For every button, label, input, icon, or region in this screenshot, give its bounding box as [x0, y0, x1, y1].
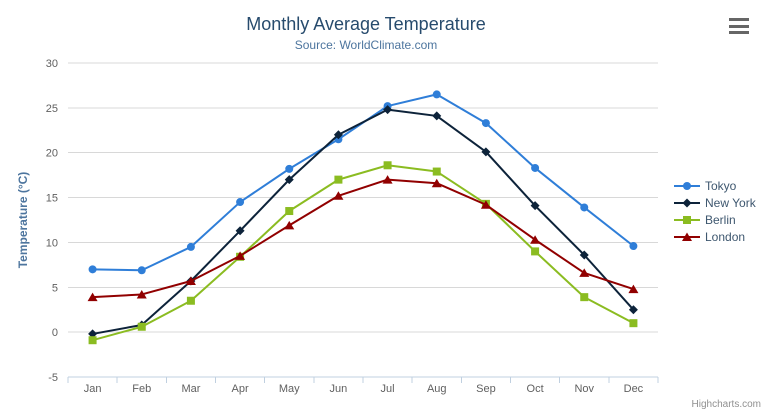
legend-label: Berlin: [705, 213, 736, 227]
series-berlin: [88, 161, 638, 345]
x-axis-label: Dec: [624, 383, 644, 395]
data-point-marker-circle: [531, 163, 540, 172]
data-point-marker-diamond: [432, 111, 442, 121]
data-point-marker-square: [432, 167, 441, 176]
x-axis-label: Feb: [132, 383, 151, 395]
data-point-marker-diamond: [284, 175, 294, 185]
x-axis-label: Sep: [476, 383, 496, 395]
legend-item-berlin[interactable]: Berlin: [674, 213, 736, 227]
x-axis-label: Mar: [181, 383, 200, 395]
y-axis-label: 15: [46, 193, 58, 205]
data-point-marker-triangle: [284, 220, 295, 230]
hamburger-icon: [729, 18, 749, 21]
chart-subtitle: Source: WorldClimate.com: [294, 38, 438, 52]
data-point-marker-triangle: [579, 268, 590, 277]
series-line-london: [91, 178, 635, 299]
legend-item-new-york[interactable]: New York: [674, 196, 757, 210]
legend-label: New York: [705, 196, 757, 210]
legend-item-tokyo[interactable]: Tokyo: [674, 179, 737, 193]
data-point-marker-circle: [481, 119, 490, 128]
series-line-tokyo: [91, 93, 635, 272]
y-axis-label: 25: [46, 103, 58, 115]
legend-label: Tokyo: [705, 179, 737, 193]
data-point-marker-square: [531, 247, 540, 256]
x-axis-label: Jul: [381, 383, 395, 395]
series-new-york: [88, 105, 638, 339]
data-point-marker-square: [285, 207, 294, 216]
data-point-marker-triangle: [87, 292, 98, 302]
data-point-marker-circle: [186, 242, 195, 251]
hamburger-icon: [729, 24, 749, 28]
data-point-marker-square: [383, 161, 392, 170]
y-axis-label: 10: [46, 237, 58, 249]
data-point-marker-diamond: [628, 305, 638, 315]
data-point-marker-triangle: [185, 276, 196, 286]
data-point-marker-circle: [137, 266, 146, 275]
y-axis-label: -5: [48, 372, 58, 384]
data-point-marker-triangle: [628, 284, 639, 294]
y-axis-label: 5: [52, 282, 58, 294]
data-point-marker-circle: [236, 198, 245, 207]
y-axis-label: 30: [46, 58, 58, 70]
data-point-marker-diamond: [88, 329, 98, 339]
data-point-marker-triangle: [235, 251, 246, 260]
data-point-marker-diamond: [481, 147, 491, 157]
x-axis-label: May: [279, 383, 300, 395]
data-point-marker-triangle: [682, 232, 692, 241]
context-menu-button[interactable]: [726, 16, 752, 36]
legend-label: London: [705, 230, 745, 244]
series-line-new-york: [91, 108, 635, 335]
data-point-marker-triangle: [136, 289, 147, 299]
data-point-marker-circle: [88, 265, 97, 274]
x-axis-label: Aug: [427, 383, 447, 395]
data-point-marker-triangle: [333, 191, 344, 200]
series-london: [87, 175, 639, 302]
data-point-marker-square: [683, 216, 691, 224]
legend-item-london[interactable]: London: [674, 230, 745, 244]
data-point-marker-circle: [580, 203, 589, 212]
data-point-marker-square: [334, 175, 343, 184]
x-axis-label: Jun: [330, 383, 348, 395]
y-axis-label: 20: [46, 148, 58, 160]
data-point-marker-diamond: [579, 250, 589, 260]
data-point-marker-circle: [285, 164, 294, 173]
y-axis-title: Temperature (°C): [16, 172, 30, 269]
data-point-marker-circle: [683, 182, 691, 190]
data-point-marker-square: [137, 322, 146, 331]
series-tokyo: [88, 90, 638, 275]
series-line-berlin: [91, 164, 635, 342]
data-point-marker-square: [88, 336, 97, 345]
data-point-marker-square: [186, 296, 195, 305]
data-point-marker-triangle: [431, 178, 442, 188]
data-point-marker-triangle: [480, 200, 491, 209]
x-axis-label: Nov: [574, 383, 594, 395]
data-point-marker-circle: [629, 242, 638, 251]
y-axis-label: 0: [52, 327, 58, 339]
data-point-marker-diamond: [383, 105, 393, 115]
data-point-marker-square: [629, 319, 638, 328]
data-point-marker-triangle: [382, 175, 393, 184]
data-point-marker-diamond: [682, 198, 692, 208]
data-point-marker-diamond: [530, 201, 540, 211]
x-axis-label: Jan: [84, 383, 102, 395]
data-point-marker-circle: [432, 90, 441, 99]
data-point-marker-triangle: [530, 235, 541, 244]
data-point-marker-diamond: [235, 226, 245, 236]
x-axis-label: Oct: [527, 383, 544, 395]
data-point-marker-square: [580, 293, 589, 302]
data-point-marker-diamond: [333, 130, 343, 140]
hamburger-icon: [729, 31, 749, 34]
credits-link[interactable]: Highcharts.com: [691, 399, 761, 410]
x-axis-label: Apr: [232, 383, 249, 395]
chart-title: Monthly Average Temperature: [246, 14, 486, 34]
